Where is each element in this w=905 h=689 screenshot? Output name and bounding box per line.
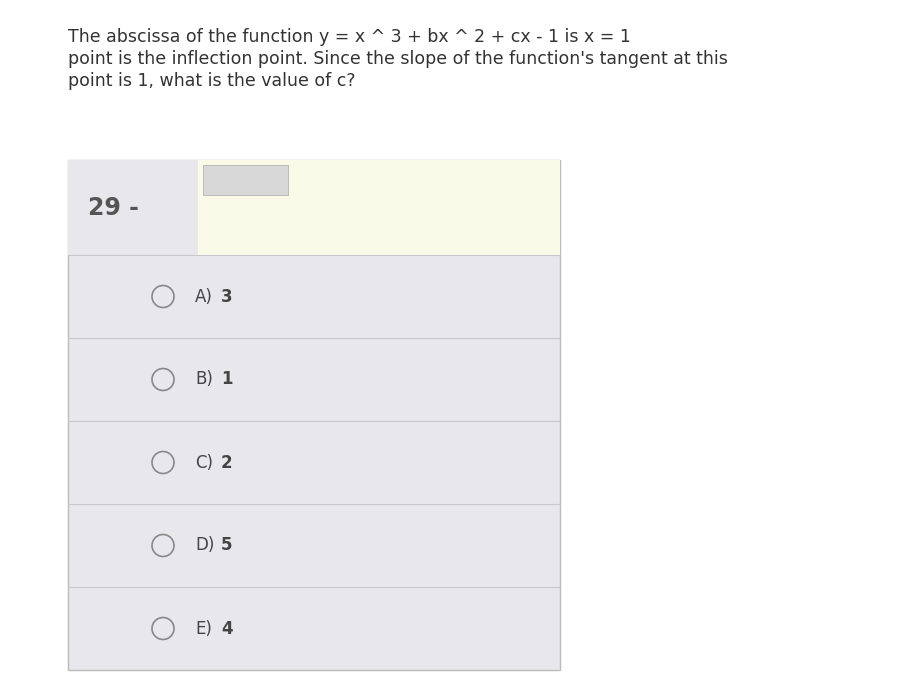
Text: The abscissa of the function y = x ^ 3 + bx ^ 2 + cx - 1 is x = 1: The abscissa of the function y = x ^ 3 +… — [68, 28, 631, 46]
Text: D): D) — [195, 537, 214, 555]
Text: C): C) — [195, 453, 213, 471]
Text: B): B) — [195, 371, 213, 389]
Text: 29 -: 29 - — [88, 196, 138, 220]
Text: A): A) — [195, 287, 213, 305]
Text: E): E) — [195, 619, 212, 637]
Bar — [68, 160, 560, 670]
Text: 3: 3 — [221, 287, 233, 305]
Text: 5: 5 — [221, 537, 233, 555]
Bar — [203, 165, 288, 195]
Bar — [68, 160, 198, 255]
Bar — [198, 160, 560, 255]
Text: point is 1, what is the value of c?: point is 1, what is the value of c? — [68, 72, 356, 90]
Text: 4: 4 — [221, 619, 233, 637]
Text: 2: 2 — [221, 453, 233, 471]
Text: 1: 1 — [221, 371, 233, 389]
Text: point is the inflection point. Since the slope of the function's tangent at this: point is the inflection point. Since the… — [68, 50, 728, 68]
